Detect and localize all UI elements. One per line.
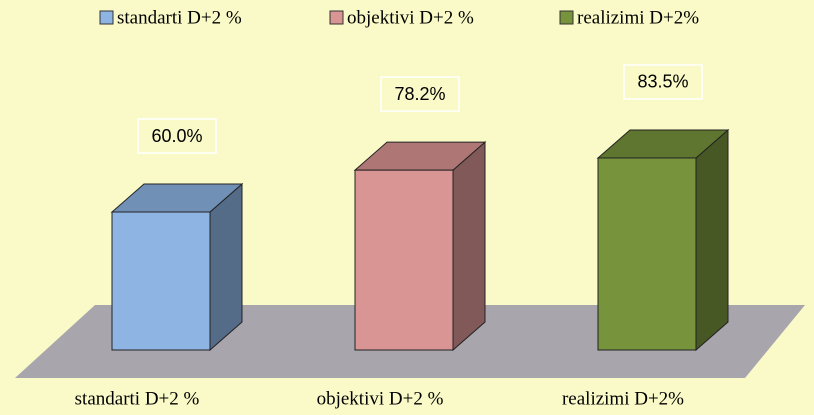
value-label: 60.0% xyxy=(151,126,202,146)
bar xyxy=(597,157,697,351)
legend-swatch xyxy=(329,10,344,25)
x-tick-label: objektivi D+2 % xyxy=(317,388,444,409)
value-label: 83.5% xyxy=(637,72,688,92)
bar xyxy=(354,169,454,351)
legend-swatch xyxy=(559,10,574,25)
value-label: 78.2% xyxy=(394,84,445,104)
x-tick-label: realizimi D+2% xyxy=(562,388,684,409)
legend-label: realizimi D+2% xyxy=(577,7,699,28)
value-label-box xyxy=(623,64,703,100)
legend-label: objektivi D+2 % xyxy=(347,7,474,28)
legend-label: standarti D+2 % xyxy=(117,7,242,28)
value-label-box xyxy=(137,118,217,154)
value-label-box xyxy=(380,76,460,112)
bar xyxy=(111,211,211,351)
bar-side xyxy=(695,128,729,352)
bar-side xyxy=(452,141,486,352)
legend-swatch xyxy=(99,10,114,25)
x-tick-label: standarti D+2 % xyxy=(75,388,200,409)
bar-side xyxy=(209,182,243,352)
